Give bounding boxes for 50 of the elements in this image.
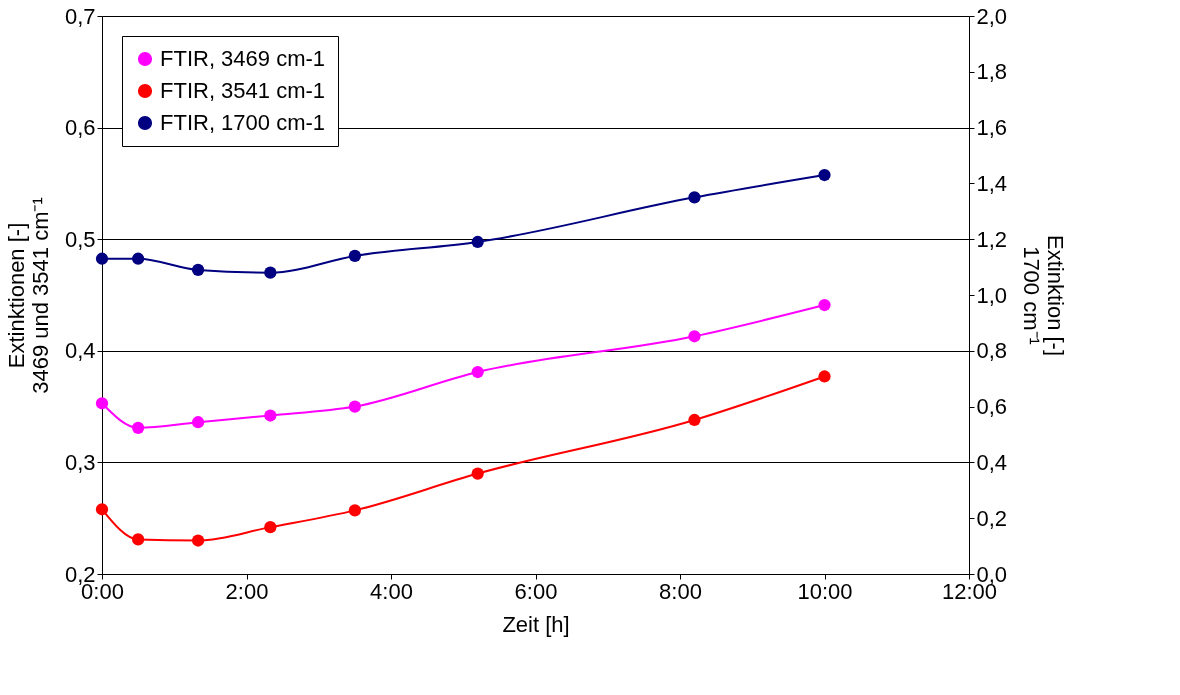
y2-tick-label: 1,0 (976, 282, 1008, 308)
point (688, 191, 701, 204)
legend-label: FTIR, 3469 cm-1 (160, 46, 326, 71)
y-tick-label: 0,6 (64, 115, 96, 141)
y2-tick-label: 1,6 (976, 115, 1008, 141)
y2-tick-label: 0,4 (976, 449, 1008, 475)
y2-tick-label: 0,2 (976, 505, 1008, 531)
point (818, 298, 831, 312)
point (132, 252, 145, 265)
point (264, 409, 277, 422)
point (688, 330, 701, 343)
point (471, 467, 484, 480)
x-tick-label: 4:00 (370, 578, 413, 604)
y2-tick-label: 1,8 (976, 59, 1008, 85)
y2-tick-label: 2,0 (976, 3, 1008, 29)
point (95, 252, 109, 265)
point (132, 421, 145, 434)
point (348, 504, 361, 517)
point (471, 235, 484, 249)
point (95, 397, 109, 410)
point (95, 503, 109, 516)
point (688, 413, 701, 427)
point (818, 370, 831, 383)
point (348, 249, 361, 263)
y-tick-label: 0,7 (64, 3, 96, 29)
point (818, 168, 831, 182)
legend-label: FTIR, 3541 cm-1 (160, 78, 326, 103)
x-axis-title: Zeit [h] (502, 611, 570, 637)
x-tick-label: 6:00 (514, 578, 558, 604)
legend-label: FTIR, 1700 cm-1 (160, 110, 326, 135)
point (191, 263, 205, 276)
point (348, 400, 361, 413)
x-tick-label: 8:00 (659, 578, 702, 604)
point (132, 533, 145, 546)
x-tick-label: 2:00 (225, 578, 269, 604)
point (191, 534, 205, 547)
y2-axis-title: Extinktion [-] 1700 cm⁻¹ (1019, 234, 1069, 357)
point (191, 416, 205, 429)
point (264, 266, 277, 279)
y-tick-label: 0,4 (64, 338, 96, 364)
point (471, 365, 484, 379)
y-tick-label: 0,3 (64, 449, 96, 475)
point (264, 521, 277, 534)
y2-tick-label: 1,2 (976, 226, 1008, 252)
y-tick-label: 0,5 (64, 226, 96, 252)
y2-tick-label: 1,4 (976, 170, 1008, 196)
y2-tick-label: 0,6 (976, 394, 1008, 420)
x-tick-label: 10:00 (797, 578, 853, 604)
y2-tick-label: 0,8 (976, 338, 1008, 364)
y-axis-title: Extinktionen [-] 3469 und 3541 cm⁻¹ (3, 197, 53, 394)
